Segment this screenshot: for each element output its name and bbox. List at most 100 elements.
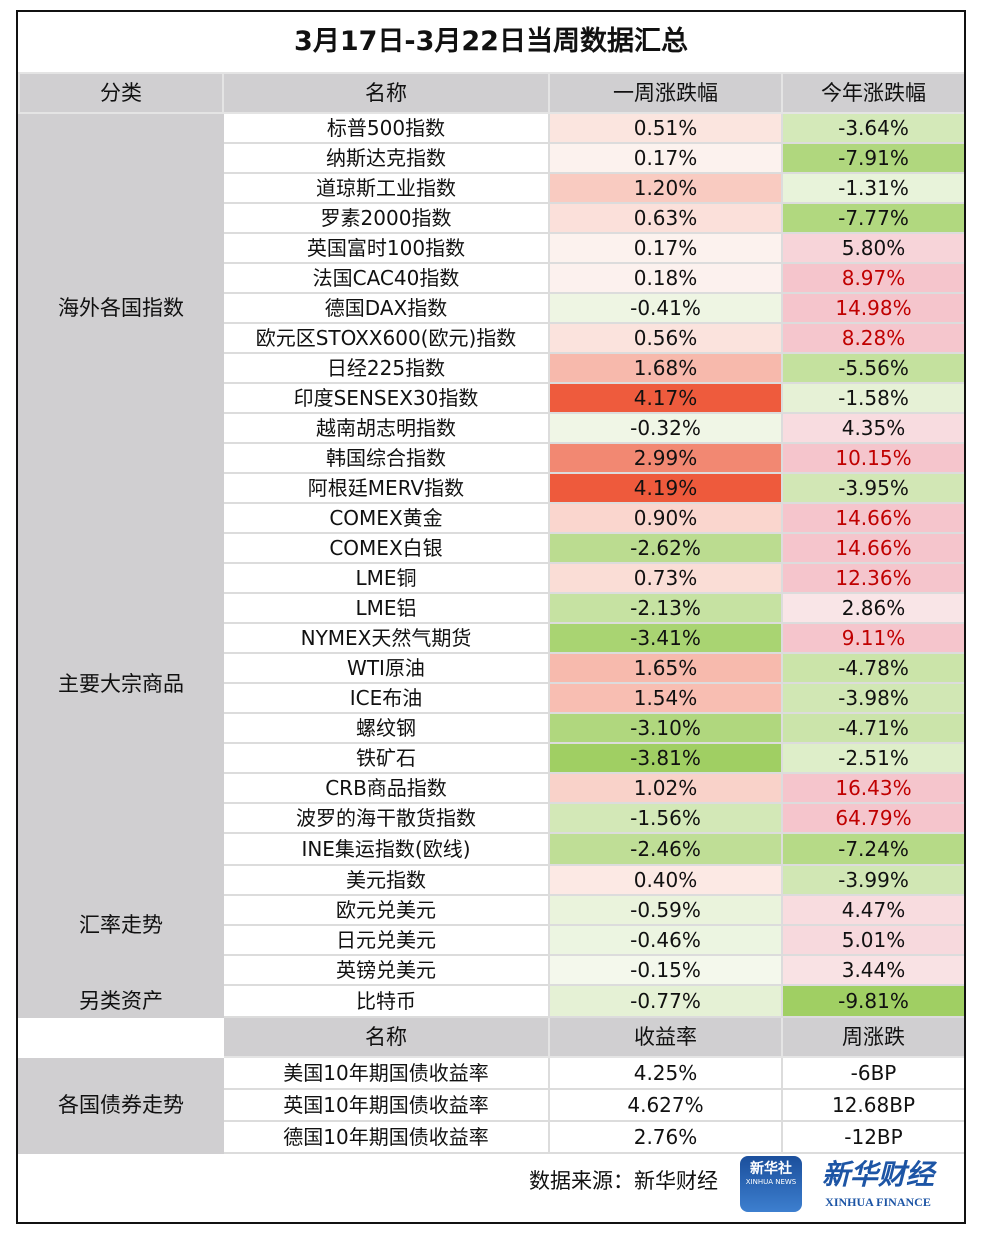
table-row: 螺纹钢 -3.10% -4.71% bbox=[19, 712, 964, 744]
week-change-cell: -3.41% bbox=[548, 622, 783, 654]
week-change-cell: 1.20% bbox=[548, 172, 783, 204]
ytd-change-cell: 4.47% bbox=[781, 894, 964, 926]
table-row: 英国富时100指数 0.17% 5.80% bbox=[19, 232, 964, 264]
xinhua-news-logo: 新华社 XINHUA NEWS bbox=[740, 1156, 802, 1212]
table-row: INE集运指数(欧线) -2.46% -7.24% bbox=[19, 832, 964, 866]
ytd-change-cell: -7.24% bbox=[781, 832, 964, 866]
ytd-change-cell: 64.79% bbox=[781, 802, 964, 834]
ytd-change-cell: 12.36% bbox=[781, 562, 964, 594]
name-cell: 日元兑美元 bbox=[222, 924, 550, 956]
ytd-change-cell: 8.28% bbox=[781, 322, 964, 354]
name-cell: COMEX黄金 bbox=[222, 502, 550, 534]
bond-row: 德国10年期国债收益率 2.76% -12BP bbox=[19, 1120, 964, 1154]
summary-table: 分类 名称 一周涨跌幅 今年涨跌幅 海外各国指数 标普500指数 0.51% -3.6… bbox=[18, 72, 964, 1154]
table-row: NYMEX天然气期货 -3.41% 9.11% bbox=[19, 622, 964, 654]
week-change-cell: -2.62% bbox=[548, 532, 783, 564]
ytd-change-cell: -7.91% bbox=[781, 142, 964, 174]
bond-yield-cell: 2.76% bbox=[548, 1120, 783, 1154]
ytd-change-cell: 3.44% bbox=[781, 954, 964, 986]
name-cell: 欧元兑美元 bbox=[222, 894, 550, 926]
table-row: 铁矿石 -3.81% -2.51% bbox=[19, 742, 964, 774]
week-change-cell: 1.65% bbox=[548, 652, 783, 684]
name-cell: COMEX白银 bbox=[222, 532, 550, 564]
week-change-cell: 4.17% bbox=[548, 382, 783, 414]
name-cell: 美元指数 bbox=[222, 864, 550, 896]
footer: 数据来源：新华财经 新华社 XINHUA NEWS 新华财经 XINHUA FINA… bbox=[18, 1154, 964, 1216]
name-cell: 印度SENSEX30指数 bbox=[222, 382, 550, 414]
name-cell: 欧元区STOXX600(欧元)指数 bbox=[222, 322, 550, 354]
week-change-cell: -3.81% bbox=[548, 742, 783, 774]
table-row: LME铜 0.73% 12.36% bbox=[19, 562, 964, 594]
name-cell: 英镑兑美元 bbox=[222, 954, 550, 986]
table-row: 欧元区STOXX600(欧元)指数 0.56% 8.28% bbox=[19, 322, 964, 354]
week-change-cell: 0.63% bbox=[548, 202, 783, 234]
week-change-cell: -2.46% bbox=[548, 832, 783, 866]
ytd-change-cell: 16.43% bbox=[781, 772, 964, 804]
bond-change-cell: 12.68BP bbox=[781, 1088, 964, 1122]
category-cell: 海外各国指数 bbox=[18, 112, 224, 504]
name-cell: 波罗的海干散货指数 bbox=[222, 802, 550, 834]
week-change-cell: -0.32% bbox=[548, 412, 783, 444]
week-change-cell: 0.17% bbox=[548, 232, 783, 264]
bond-name-cell: 英国10年期国债收益率 bbox=[222, 1088, 550, 1122]
name-cell: 阿根廷MERV指数 bbox=[222, 472, 550, 504]
table-row: 欧元兑美元 -0.59% 4.47% bbox=[19, 894, 964, 926]
category-cell: 汇率走势 bbox=[18, 864, 224, 986]
bond-header-change: 周涨跌 bbox=[781, 1016, 964, 1058]
week-change-cell: -0.59% bbox=[548, 894, 783, 926]
bond-change-cell: -6BP bbox=[781, 1056, 964, 1090]
bond-name-cell: 德国10年期国债收益率 bbox=[222, 1120, 550, 1154]
week-change-cell: 0.17% bbox=[548, 142, 783, 174]
xinhua-finance-logo: 新华财经 XINHUA FINANCE bbox=[810, 1156, 946, 1210]
name-cell: INE集运指数(欧线) bbox=[222, 832, 550, 866]
bond-name-cell: 美国10年期国债收益率 bbox=[222, 1056, 550, 1090]
bond-row: 英国10年期国债收益率 4.627% 12.68BP bbox=[19, 1088, 964, 1122]
name-cell: 韩国综合指数 bbox=[222, 442, 550, 474]
summary-table-frame: 3月17日-3月22日当周数据汇总 分类 名称 一周涨跌幅 今年涨跌幅 海外各国… bbox=[16, 10, 966, 1224]
name-cell: 标普500指数 bbox=[222, 112, 550, 144]
name-cell: 德国DAX指数 bbox=[222, 292, 550, 324]
week-change-cell: 1.68% bbox=[548, 352, 783, 384]
table-header-row: 分类 名称 一周涨跌幅 今年涨跌幅 bbox=[18, 72, 964, 114]
week-change-cell: -2.13% bbox=[548, 592, 783, 624]
table-row: 德国DAX指数 -0.41% 14.98% bbox=[19, 292, 964, 324]
ytd-change-cell: -3.95% bbox=[781, 472, 964, 504]
header-category: 分类 bbox=[18, 72, 224, 114]
ytd-change-cell: 10.15% bbox=[781, 442, 964, 474]
name-cell: 螺纹钢 bbox=[222, 712, 550, 744]
week-change-cell: -0.46% bbox=[548, 924, 783, 956]
ytd-change-cell: 9.11% bbox=[781, 622, 964, 654]
table-row: ICE布油 1.54% -3.98% bbox=[19, 682, 964, 714]
name-cell: WTI原油 bbox=[222, 652, 550, 684]
logo-text: 新华财经 bbox=[821, 1158, 934, 1191]
name-cell: 罗素2000指数 bbox=[222, 202, 550, 234]
table-row: 波罗的海干散货指数 -1.56% 64.79% bbox=[19, 802, 964, 834]
ytd-change-cell: 14.66% bbox=[781, 502, 964, 534]
ytd-change-cell: -7.77% bbox=[781, 202, 964, 234]
category-cell: 各国债券走势 bbox=[18, 1056, 224, 1154]
table-row: 另类资产 比特币 -0.77% -9.81% bbox=[18, 984, 964, 1018]
table-row: LME铝 -2.13% 2.86% bbox=[19, 592, 964, 624]
bond-change-cell: -12BP bbox=[781, 1120, 964, 1154]
week-change-cell: 2.99% bbox=[548, 442, 783, 474]
ytd-change-cell: 2.86% bbox=[781, 592, 964, 624]
table-row: 道琼斯工业指数 1.20% -1.31% bbox=[19, 172, 964, 204]
header-name: 名称 bbox=[222, 72, 550, 114]
table-row: 纳斯达克指数 0.17% -7.91% bbox=[19, 142, 964, 174]
bond-header-row: 名称 收益率 周涨跌 bbox=[18, 1016, 964, 1058]
table-row: 海外各国指数 标普500指数 0.51% -3.64% bbox=[18, 112, 964, 504]
name-cell: LME铝 bbox=[222, 592, 550, 624]
week-change-cell: 0.90% bbox=[548, 502, 783, 534]
week-change-cell: 0.40% bbox=[548, 864, 783, 896]
table-row: 越南胡志明指数 -0.32% 4.35% bbox=[19, 412, 964, 444]
table-row: 英镑兑美元 -0.15% 3.44% bbox=[19, 954, 964, 986]
ytd-change-cell: 8.97% bbox=[781, 262, 964, 294]
week-change-cell: 0.18% bbox=[548, 262, 783, 294]
week-change-cell: 0.56% bbox=[548, 322, 783, 354]
bond-row: 各国债券走势 美国10年期国债收益率 4.25% -6BP bbox=[18, 1056, 964, 1154]
table-row: WTI原油 1.65% -4.78% bbox=[19, 652, 964, 684]
name-cell: ICE布油 bbox=[222, 682, 550, 714]
name-cell: 道琼斯工业指数 bbox=[222, 172, 550, 204]
page-title: 3月17日-3月22日当周数据汇总 bbox=[294, 26, 688, 57]
table-row: 印度SENSEX30指数 4.17% -1.58% bbox=[19, 382, 964, 414]
